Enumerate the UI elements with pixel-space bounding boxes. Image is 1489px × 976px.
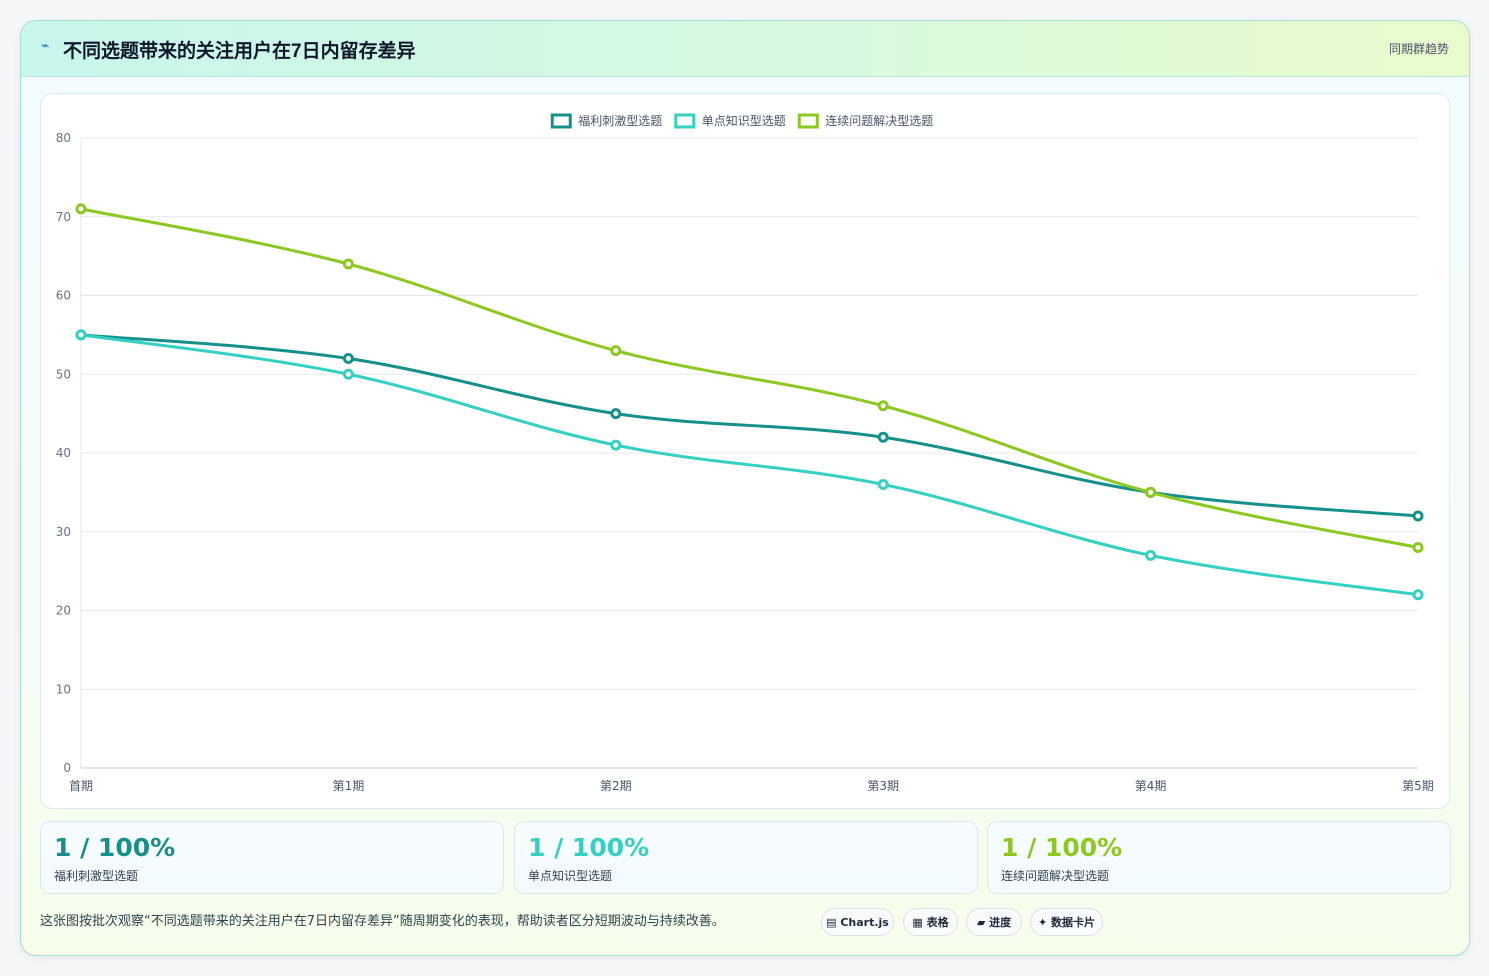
stat-value: 1 / 100% [528,833,650,862]
y-tick-label: 40 [56,446,71,460]
y-tick-label: 70 [56,210,71,224]
y-tick-label: 30 [56,525,71,539]
chart-container: 0 10 20 30 40 50 60 70 80 首期 第1期 第2期 第3期 第4期 第5期 福利刺激型选… [40,93,1450,809]
stat-label: 连续问题解决型选题 [1001,869,1110,883]
data-point [877,400,889,412]
legend-swatch [797,113,819,129]
legend-swatch [550,113,572,129]
stat-label: 福利刺激型选题 [54,869,139,883]
y-tick-label: 50 [56,367,71,381]
card-header: ⌁ 不同选题带来的关注用户在7日内留存差异 同期群趋势 [21,21,1469,77]
stat-value: 1 / 100% [1001,833,1123,862]
x-tick-label: 第3期 [867,779,899,793]
series-line [80,207,1419,549]
data-point [1145,549,1157,561]
x-tick-label: 第5期 [1402,779,1434,793]
x-tick-label: 第1期 [333,779,365,793]
x-tick-label: 第2期 [600,779,632,793]
legend-label: 单点知识型选题 [702,114,786,128]
data-point [1412,542,1424,553]
data-point [877,479,889,490]
y-tick-label: 0 [63,761,71,775]
series-line [80,333,1419,597]
tag-progress[interactable]: ▰ 进度 [966,908,1022,936]
data-point [610,345,622,357]
stat-card-problem-solving: 1 / 100% 连续问题解决型选题 [987,821,1451,894]
x-tick-label: 第4期 [1135,779,1167,793]
stat-card-knowledge: 1 / 100% 单点知识型选题 [514,821,978,894]
line-chart: 0 10 20 30 40 50 60 70 80 首期 第1期 第2期 第3期 第4期 第5期 福利刺激型选… [56,113,1434,793]
stat-value: 1 / 100% [54,833,176,862]
series-line [80,333,1419,518]
tag-chartjs[interactable]: ▤ Chart.js [821,908,894,936]
chart-card: ⌁ 不同选题带来的关注用户在7日内留存差异 同期群趋势 0 10 20 30 40 50 6… [20,20,1470,956]
data-point [75,203,87,215]
tag-table[interactable]: ▦ 表格 [903,908,958,936]
y-tick-label: 80 [56,131,71,145]
data-point [342,353,354,364]
page-title: 不同选题带来的关注用户在7日内留存差异 [63,41,416,62]
data-point [1412,510,1424,522]
chart-line-icon: ⌁ [41,38,50,54]
y-tick-label: 60 [56,289,71,303]
data-point [1145,486,1157,498]
tag-data-card[interactable]: ✦ 数据卡片 [1030,908,1103,936]
data-point [1412,589,1424,601]
stat-cards: 1 / 100% 福利刺激型选题 1 / 100% 单点知识型选题 1 / 10… [40,821,1451,894]
data-point [877,431,889,443]
data-point [610,408,622,420]
data-point [342,258,354,270]
legend-label: 连续问题解决型选题 [825,113,933,128]
chart-description: 这张图按批次观察“不同选题带来的关注用户在7日内留存差异”随周期变化的表现，帮助… [40,914,725,929]
legend-label: 福利刺激型选题 [578,113,662,128]
stat-label: 单点知识型选题 [528,869,613,883]
stat-card-welfare: 1 / 100% 福利刺激型选题 [40,821,504,894]
data-point [610,439,622,451]
y-tick-label: 20 [56,604,71,618]
x-tick-label: 首期 [69,779,93,793]
header-subtitle: 同期群趋势 [1388,42,1449,56]
data-point [342,368,354,380]
y-tick-label: 10 [56,682,71,696]
data-point [75,329,87,341]
legend-swatch [674,113,696,129]
